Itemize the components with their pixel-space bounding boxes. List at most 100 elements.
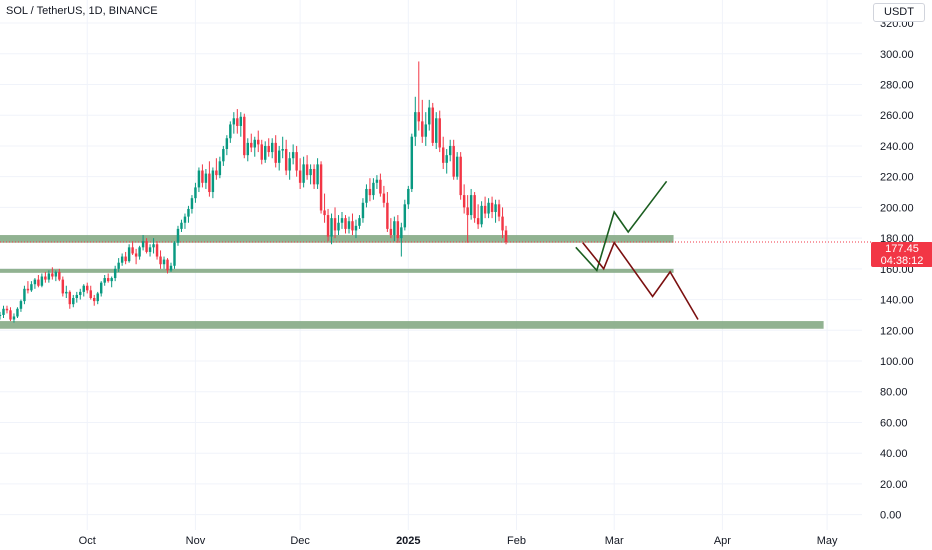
candle[interactable] xyxy=(497,199,501,222)
candle[interactable] xyxy=(9,307,12,322)
candle[interactable] xyxy=(257,130,260,153)
candle[interactable] xyxy=(145,238,148,254)
candle[interactable] xyxy=(438,110,441,153)
candle[interactable] xyxy=(473,192,476,223)
candle[interactable] xyxy=(305,155,309,180)
candle[interactable] xyxy=(414,96,417,146)
support-zones[interactable] xyxy=(0,235,824,329)
candle[interactable] xyxy=(368,178,372,202)
candle[interactable] xyxy=(490,196,494,219)
candle[interactable] xyxy=(68,290,72,309)
price-axis[interactable]: 320.00300.00280.00260.00240.00220.00200.… xyxy=(880,18,914,522)
candle[interactable] xyxy=(65,285,68,299)
candle[interactable] xyxy=(347,216,351,234)
candle[interactable] xyxy=(435,112,438,150)
candle[interactable] xyxy=(162,256,166,269)
candle[interactable] xyxy=(424,112,427,146)
candle[interactable] xyxy=(93,294,96,306)
candle[interactable] xyxy=(2,305,5,318)
candle[interactable] xyxy=(298,158,302,189)
candle[interactable] xyxy=(99,281,103,297)
candle[interactable] xyxy=(476,204,480,229)
projections[interactable] xyxy=(575,180,699,320)
candle[interactable] xyxy=(421,99,424,143)
candle[interactable] xyxy=(246,138,250,162)
candle[interactable] xyxy=(204,168,208,189)
candle[interactable] xyxy=(291,144,295,165)
candle[interactable] xyxy=(19,299,23,312)
candle[interactable] xyxy=(155,241,159,260)
candle[interactable] xyxy=(208,161,211,197)
candle[interactable] xyxy=(138,245,141,260)
bullish-projection-path[interactable] xyxy=(575,180,668,272)
candle[interactable] xyxy=(264,141,267,163)
candle[interactable] xyxy=(201,164,204,188)
candle[interactable] xyxy=(211,167,215,199)
candle[interactable] xyxy=(351,213,354,236)
candle[interactable] xyxy=(169,262,173,272)
candle[interactable] xyxy=(365,184,368,208)
candle[interactable] xyxy=(37,274,40,288)
candle[interactable] xyxy=(166,258,169,274)
candle[interactable] xyxy=(270,138,274,159)
candle[interactable] xyxy=(316,158,319,189)
candle[interactable] xyxy=(106,273,110,283)
symbol-title[interactable]: SOL / TetherUS, 1D, BINANCE xyxy=(6,5,158,17)
candle[interactable] xyxy=(410,133,414,193)
support-zone-rect[interactable] xyxy=(0,235,674,243)
candle[interactable] xyxy=(281,136,284,159)
candle[interactable] xyxy=(33,278,37,289)
candle[interactable] xyxy=(5,305,9,314)
candle[interactable] xyxy=(75,291,78,303)
candle[interactable] xyxy=(319,161,323,214)
candle[interactable] xyxy=(222,145,225,166)
candle[interactable] xyxy=(267,138,270,157)
candle[interactable] xyxy=(113,265,117,282)
candle[interactable] xyxy=(131,241,134,256)
candle[interactable] xyxy=(312,164,316,189)
support-zone-rect[interactable] xyxy=(0,268,674,273)
candle[interactable] xyxy=(47,270,51,283)
candle[interactable] xyxy=(176,225,180,246)
candle[interactable] xyxy=(417,61,421,131)
candle[interactable] xyxy=(483,196,487,219)
candle[interactable] xyxy=(173,241,176,269)
candle[interactable] xyxy=(358,215,361,229)
candle[interactable] xyxy=(239,112,243,137)
candle[interactable] xyxy=(124,251,127,265)
candle[interactable] xyxy=(243,113,246,159)
candle[interactable] xyxy=(61,276,65,297)
candle[interactable] xyxy=(375,175,379,189)
candle[interactable] xyxy=(469,188,473,220)
candle[interactable] xyxy=(344,215,347,234)
candle[interactable] xyxy=(407,185,410,209)
candle[interactable] xyxy=(250,133,253,153)
candle[interactable] xyxy=(466,195,469,243)
candle[interactable] xyxy=(323,193,326,223)
candle[interactable] xyxy=(431,102,434,146)
candle[interactable] xyxy=(448,139,452,162)
candle[interactable] xyxy=(389,218,393,239)
candle[interactable] xyxy=(16,307,19,318)
candle[interactable] xyxy=(441,136,445,169)
candle[interactable] xyxy=(253,136,256,157)
candle[interactable] xyxy=(215,158,218,180)
candle[interactable] xyxy=(337,215,340,236)
currency-button[interactable]: USDT xyxy=(873,3,925,22)
candle[interactable] xyxy=(330,213,333,245)
candle[interactable] xyxy=(127,244,131,263)
candle[interactable] xyxy=(225,135,229,156)
candle[interactable] xyxy=(361,198,365,223)
candle[interactable] xyxy=(79,288,82,300)
candle[interactable] xyxy=(58,268,61,282)
candle[interactable] xyxy=(194,182,197,203)
candle[interactable] xyxy=(236,109,239,134)
candle[interactable] xyxy=(455,152,459,180)
candle[interactable] xyxy=(295,145,298,177)
candle[interactable] xyxy=(260,139,263,165)
candle[interactable] xyxy=(44,271,47,283)
candle[interactable] xyxy=(309,164,312,185)
candle[interactable] xyxy=(141,235,145,251)
candle[interactable] xyxy=(229,121,232,143)
